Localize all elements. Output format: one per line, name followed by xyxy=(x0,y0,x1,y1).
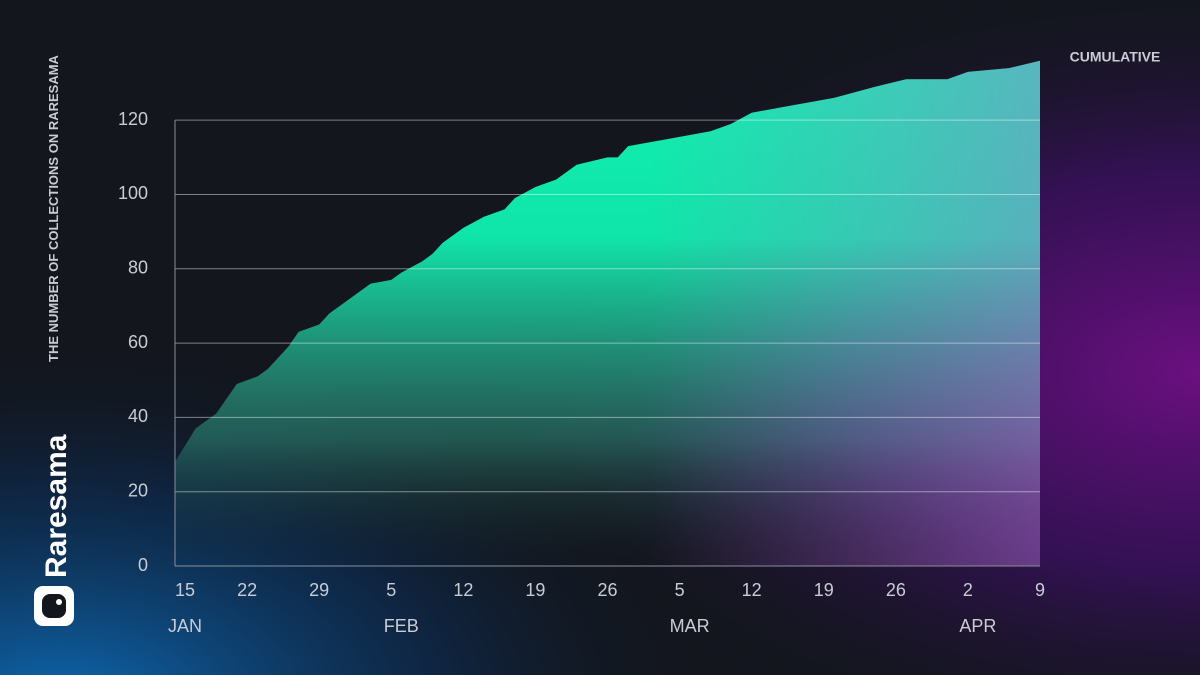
x-tick-label: 12 xyxy=(742,580,762,600)
y-axis-label: THE NUMBER OF COLLECTIONS ON RARESAMA xyxy=(46,54,61,362)
logo: Raresama xyxy=(34,434,74,626)
brand: Raresama xyxy=(40,434,73,578)
x-tick-label: 19 xyxy=(525,580,545,600)
x-tick-label: 26 xyxy=(886,580,906,600)
x-tick-label: 2 xyxy=(963,580,973,600)
y-tick-label: 100 xyxy=(118,183,148,203)
x-tick-label: 29 xyxy=(309,580,329,600)
y-tick-label: 80 xyxy=(128,258,148,278)
x-tick-label: 22 xyxy=(237,580,257,600)
y-tick-label: 60 xyxy=(128,332,148,352)
area-tint xyxy=(175,60,1040,566)
x-tick-label: 15 xyxy=(175,580,195,600)
logo-icon xyxy=(42,594,66,618)
month-label: MAR xyxy=(670,616,710,636)
month-label: APR xyxy=(959,616,996,636)
x-tick-label: 19 xyxy=(814,580,834,600)
legend-label: CUMULATIVE xyxy=(1070,49,1161,65)
y-tick-label: 20 xyxy=(128,480,148,500)
month-label: JAN xyxy=(168,616,202,636)
month-label: FEB xyxy=(384,616,419,636)
x-tick-label: 5 xyxy=(675,580,685,600)
logo-icon xyxy=(56,599,62,605)
x-tick-label: 9 xyxy=(1035,580,1045,600)
y-tick-label: 40 xyxy=(128,406,148,426)
x-tick-label: 5 xyxy=(386,580,396,600)
y-tick-label: 120 xyxy=(118,109,148,129)
x-tick-label: 12 xyxy=(453,580,473,600)
x-tick-label: 26 xyxy=(597,580,617,600)
y-tick-label: 0 xyxy=(138,555,148,575)
